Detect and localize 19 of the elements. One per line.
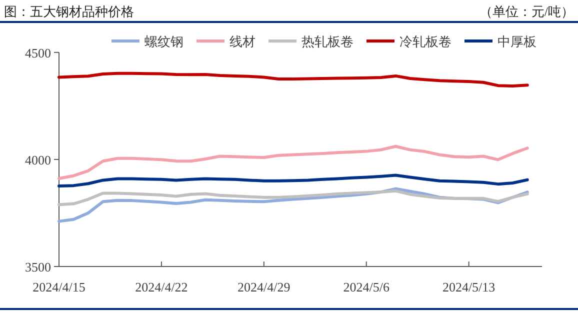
x-tick-label: 2024/4/29 [238, 280, 290, 294]
line-series [58, 144, 529, 180]
line-series [58, 72, 529, 88]
legend-label: 热轧板卷 [302, 34, 354, 49]
x-tick-label: 2024/5/6 [343, 280, 390, 294]
line-series [58, 174, 529, 188]
legend-label: 螺纹钢 [144, 34, 184, 49]
chart-title: 图：五大钢材品种价格 [4, 4, 134, 19]
x-tick-label: 2024/4/22 [135, 280, 188, 294]
chart-subtitle: （单位：元/吨） [479, 4, 574, 19]
legend-label: 线材 [230, 34, 256, 49]
y-tick-label: 4000 [25, 152, 51, 168]
line-series [58, 189, 529, 206]
x-tick-label: 2024/5/13 [442, 280, 496, 294]
legend-label: 冷轧板卷 [400, 34, 452, 49]
y-tick-label: 4500 [25, 45, 51, 60]
x-tick-label: 2024/4/15 [32, 280, 86, 294]
y-tick-label: 3500 [25, 260, 51, 274]
legend-label: 中厚板 [498, 34, 536, 49]
